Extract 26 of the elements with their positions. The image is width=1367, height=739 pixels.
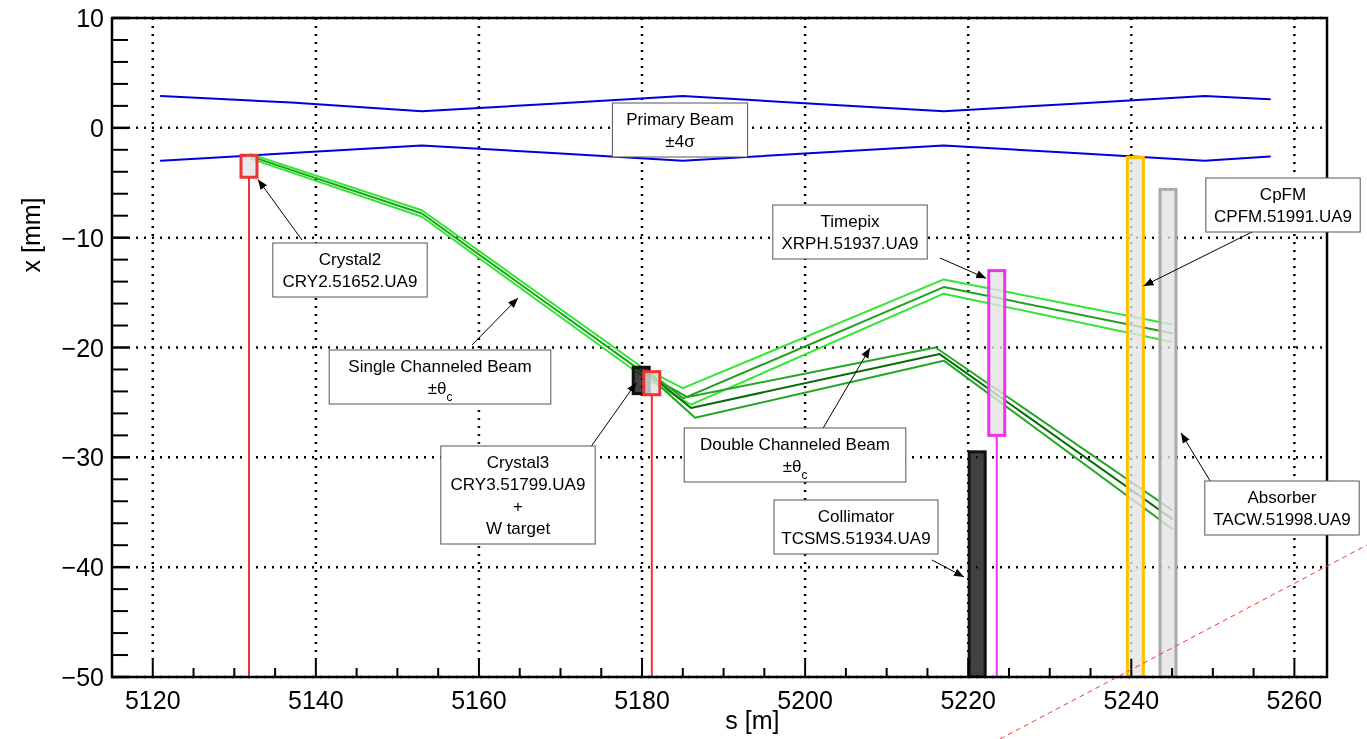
annotation: Timepix XRPH.51937.UA9 (781, 212, 919, 253)
y-tick-label: −20 (61, 333, 104, 362)
y-tick-label: −30 (61, 443, 104, 472)
y-tick-label: −10 (61, 223, 104, 252)
x-tick-label: 5200 (777, 686, 833, 714)
annotation: Crystal2 CRY2.51652.UA9 (282, 250, 418, 291)
y-axis-title: x [mm] (17, 197, 45, 273)
annotation: Primary Beam ±4σ (626, 110, 734, 151)
x-tick-label: 5180 (614, 686, 670, 714)
annotation: Crystal3 CRY3.51799.UA9 + W target (450, 453, 586, 538)
annotation: Double Channeled Beam ±θ$_{c}$ (700, 435, 890, 482)
x-axis-title: s [m] (725, 706, 780, 734)
y-tick-label: 10 (76, 4, 104, 32)
x-tick-label: 5140 (288, 686, 344, 714)
annotation: Collimator TCSMS.51934.UA9 (781, 507, 931, 548)
annotation: Absorber TACW.51998.UA9 (1213, 488, 1351, 529)
y-tick-label: 0 (90, 113, 104, 142)
x-tick-label: 5260 (1266, 686, 1323, 714)
x-tick-label: 5220 (940, 686, 997, 714)
x-tick-label: 5240 (1103, 686, 1160, 714)
x-tick-label: 5160 (451, 686, 507, 714)
annotation: Single Channeled Beam ±θ$_{c}$ (348, 357, 532, 404)
y-tick-label: −40 (61, 553, 104, 582)
annotation: CpFM CPFM.51991.UA9 (1214, 185, 1352, 226)
x-tick-label: 5120 (124, 686, 181, 714)
y-tick-label: −50 (61, 663, 104, 691)
